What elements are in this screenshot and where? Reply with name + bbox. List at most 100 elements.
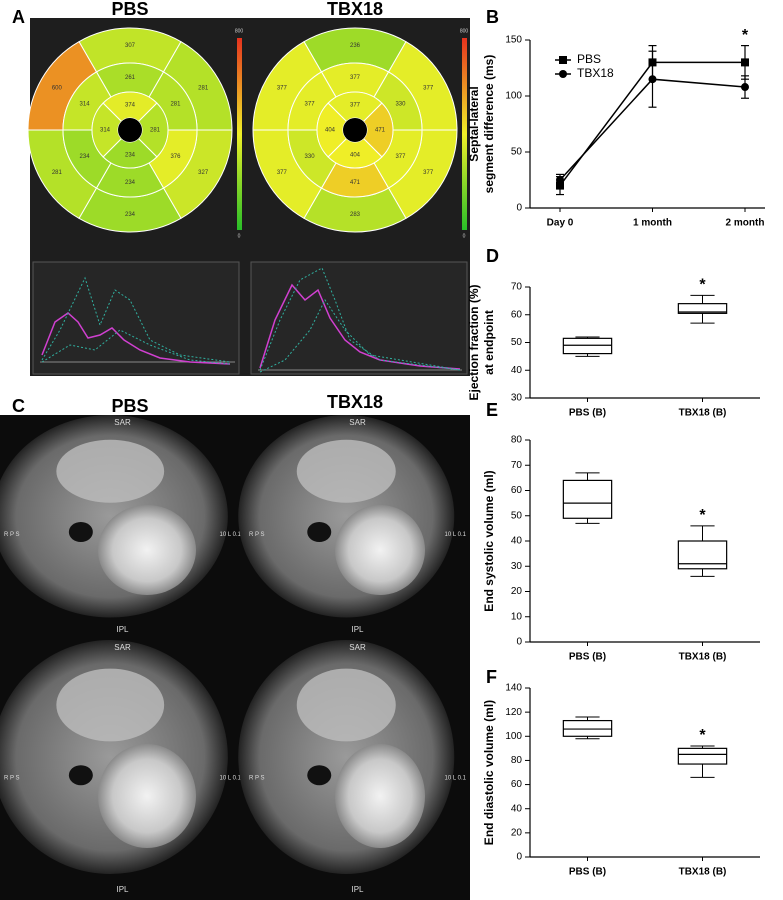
- mri-label: SAR: [349, 418, 366, 427]
- mri-label: 10 L 0.1: [445, 532, 467, 538]
- y-tick-label: 20: [511, 586, 523, 597]
- panel-letter: F: [486, 667, 497, 687]
- segment-label: 376: [170, 154, 181, 160]
- apex-hole: [343, 118, 367, 142]
- y-axis-label: End diastolic volume (ml): [482, 700, 496, 845]
- mri-label: 10 L 0.1: [445, 775, 467, 781]
- strain-curves: [32, 261, 468, 375]
- box: [562, 479, 613, 519]
- column-title: TBX18: [327, 392, 383, 412]
- colorbar-label: 0: [238, 233, 241, 239]
- mri-dark: [307, 522, 332, 542]
- mri-label: IPL: [116, 885, 129, 894]
- segment-label: 234: [80, 154, 91, 160]
- mri-label: IPL: [116, 625, 129, 634]
- mri-label: R P S: [249, 775, 265, 781]
- x-tick-label: 2 month: [726, 218, 765, 229]
- box: [562, 337, 613, 355]
- y-tick-label: 140: [505, 683, 522, 694]
- panel-letter: C: [12, 396, 25, 416]
- colorbar: [237, 38, 242, 230]
- y-tick-label: 60: [511, 309, 523, 320]
- significance-star: *: [699, 277, 706, 294]
- segment-label: 234: [125, 153, 136, 159]
- segment-label: 281: [198, 85, 209, 91]
- mri-image: SAR IPL R P S 10 L 0.1: [238, 415, 470, 640]
- segment-label: 471: [350, 180, 361, 186]
- y-tick-label: 100: [505, 731, 522, 742]
- colorbar-label: 800: [460, 28, 469, 34]
- mri-label: IPL: [351, 885, 364, 894]
- segment-label: 234: [125, 212, 136, 218]
- colorbar: [462, 38, 467, 230]
- segment-label: 327: [198, 170, 209, 176]
- y-tick-label: 30: [511, 393, 523, 404]
- segment-label: 471: [375, 128, 386, 134]
- y-tick-label: 40: [511, 365, 523, 376]
- segment-label: 261: [125, 75, 136, 81]
- y-tick-label: 0: [516, 637, 522, 648]
- x-tick-label: PBS (B): [569, 867, 606, 878]
- mri-dark: [68, 522, 93, 542]
- mri-image: SAR IPL R P S 10 L 0.1: [0, 415, 245, 640]
- mri-label: SAR: [114, 643, 131, 652]
- panel-letter: A: [12, 7, 25, 27]
- y-tick-label: 10: [511, 611, 523, 622]
- x-tick-label: TBX18 (B): [679, 867, 727, 878]
- y-axis-label: segment difference (ms): [482, 55, 496, 194]
- y-tick-label: 80: [511, 435, 523, 446]
- y-axis-label: at endpoint: [482, 310, 496, 375]
- mri-label: SAR: [349, 643, 366, 652]
- column-title: PBS: [111, 396, 148, 416]
- y-tick-label: 80: [511, 755, 523, 766]
- mri-dark: [307, 765, 332, 786]
- y-tick-label: 150: [505, 35, 522, 46]
- segment-label: 330: [305, 154, 316, 160]
- segment-label: 314: [80, 101, 91, 107]
- x-tick-label: TBX18 (B): [679, 408, 727, 419]
- y-axis-label: Ejection fraction (%): [467, 284, 481, 400]
- segment-label: 374: [125, 103, 136, 109]
- x-tick-label: TBX18 (B): [679, 652, 727, 663]
- box: [677, 303, 728, 314]
- mri-chamber: [296, 668, 396, 742]
- mri-label: IPL: [351, 625, 364, 634]
- segment-label: 281: [52, 170, 63, 176]
- segment-label: 377: [305, 101, 316, 107]
- bullseye-title: PBS: [111, 0, 148, 19]
- box: [677, 747, 728, 765]
- segment-label: 377: [350, 75, 361, 81]
- y-tick-label: 30: [511, 561, 523, 572]
- segment-label: 281: [170, 101, 181, 107]
- mri-image: SAR IPL R P S 10 L 0.1: [238, 640, 470, 900]
- panel-letter: E: [486, 400, 498, 420]
- y-tick-label: 70: [511, 282, 523, 293]
- x-tick-label: PBS (B): [569, 652, 606, 663]
- x-tick-label: 1 month: [633, 218, 672, 229]
- y-tick-label: 70: [511, 460, 523, 471]
- segment-label: 377: [423, 85, 434, 91]
- segment-label: 377: [277, 170, 288, 176]
- point: [556, 176, 564, 184]
- significance-star: *: [742, 27, 749, 44]
- legend-label: TBX18: [577, 66, 614, 80]
- segment-label: 600: [52, 85, 63, 91]
- colorbar-label: 800: [235, 28, 244, 34]
- segment-label: 377: [277, 85, 288, 91]
- segment-label: 404: [350, 153, 361, 159]
- segment-label: 307: [125, 43, 136, 49]
- y-tick-label: 100: [505, 91, 522, 102]
- mri-chamber: [56, 439, 165, 503]
- x-tick-label: PBS (B): [569, 408, 606, 419]
- bullseye-title: TBX18: [327, 0, 383, 19]
- significance-star: *: [699, 727, 706, 744]
- point: [741, 58, 749, 67]
- mri-ventricle: [335, 744, 425, 848]
- mri-ventricle: [98, 744, 196, 848]
- y-tick-label: 40: [511, 803, 523, 814]
- colorbar-label: 0: [463, 233, 466, 239]
- segment-label: 234: [125, 180, 136, 186]
- segment-label: 314: [100, 128, 111, 134]
- y-tick-label: 50: [511, 147, 523, 158]
